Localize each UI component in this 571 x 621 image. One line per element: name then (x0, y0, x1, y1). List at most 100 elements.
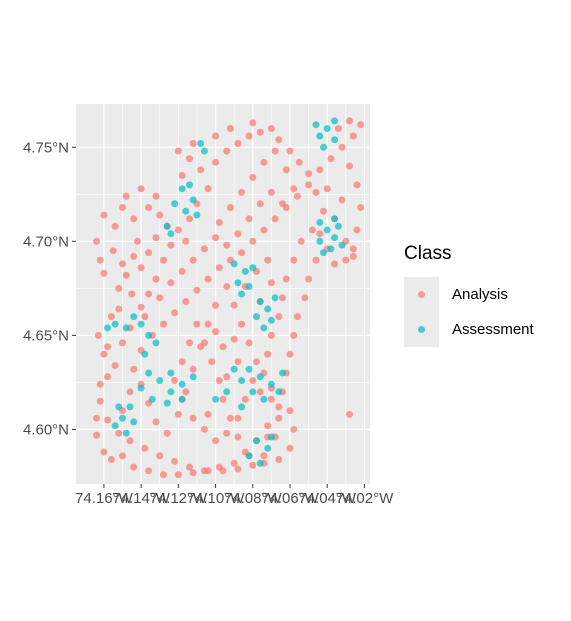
data-point-analysis (327, 155, 335, 163)
data-point-assessment (167, 388, 175, 396)
data-point-assessment (249, 388, 257, 396)
data-point-analysis (267, 279, 275, 287)
data-point-analysis (178, 172, 186, 179)
data-point-assessment (323, 125, 331, 132)
data-point-analysis (186, 155, 193, 163)
data-point-analysis (241, 395, 249, 403)
data-point-assessment (238, 377, 246, 384)
data-point-assessment (271, 294, 279, 302)
data-point-assessment (234, 279, 242, 287)
data-point-assessment (163, 399, 171, 407)
data-point-analysis (189, 414, 197, 422)
data-point-analysis (111, 222, 119, 230)
data-point-assessment (320, 249, 327, 257)
data-point-assessment (275, 388, 283, 396)
data-point-analysis (119, 339, 126, 347)
data-point-analysis (338, 196, 346, 204)
data-point-analysis (96, 380, 104, 388)
data-point-analysis (230, 335, 238, 343)
data-point-analysis (126, 388, 134, 396)
data-point-assessment (331, 136, 339, 144)
legend-dot-analysis (418, 291, 425, 298)
data-point-analysis (178, 358, 186, 366)
data-point-analysis (275, 456, 283, 463)
data-point-analysis (152, 234, 160, 242)
data-point-analysis (189, 256, 197, 264)
data-point-analysis (160, 320, 167, 328)
data-point-assessment (279, 369, 286, 377)
data-point-analysis (282, 275, 290, 283)
data-point-assessment (152, 339, 160, 347)
y-axis: 4.60°N 4.65°N 4.70°N 4.75°N (23, 139, 76, 438)
data-point-assessment (230, 260, 238, 268)
data-point-assessment (331, 117, 339, 125)
data-point-assessment (182, 207, 190, 215)
y-tick-label: 4.60°N (23, 421, 69, 438)
data-point-analysis (204, 410, 212, 418)
data-point-analysis (130, 463, 138, 471)
data-point-analysis (223, 147, 231, 155)
data-point-analysis (215, 377, 223, 384)
data-point-assessment (323, 226, 331, 234)
data-point-analysis (204, 275, 212, 283)
data-point-analysis (234, 465, 242, 473)
data-point-analysis (156, 211, 164, 219)
y-tick-label: 4.65°N (23, 327, 69, 344)
data-point-analysis (275, 313, 283, 321)
data-point-analysis (312, 256, 320, 264)
data-point-analysis (93, 237, 100, 245)
data-point-assessment (267, 316, 275, 324)
y-tick-label: 4.75°N (23, 139, 69, 156)
data-point-analysis (186, 339, 193, 347)
data-point-analysis (141, 444, 149, 452)
data-point-assessment (111, 422, 119, 430)
x-axis: 74.16°W74.14°W74.12°W74.10°W74.08°W74.06… (75, 484, 394, 507)
data-point-analysis (267, 188, 275, 196)
legend-item-analysis: Analysis (404, 277, 534, 312)
data-point-analysis (275, 136, 283, 144)
data-point-analysis (212, 132, 220, 140)
data-point-analysis (305, 170, 313, 178)
data-point-analysis (137, 185, 145, 193)
data-point-analysis (215, 264, 223, 272)
data-point-analysis (130, 215, 138, 223)
data-point-analysis (349, 132, 357, 140)
data-point-analysis (290, 256, 298, 264)
data-point-analysis (308, 226, 316, 234)
data-point-assessment (267, 433, 275, 441)
data-point-analysis (234, 140, 242, 147)
data-point-analysis (245, 215, 253, 223)
data-point-assessment (334, 222, 342, 230)
data-point-analysis (145, 290, 153, 298)
data-point-analysis (160, 471, 167, 479)
data-point-analysis (111, 362, 119, 369)
data-point-assessment (189, 196, 197, 204)
data-point-analysis (137, 264, 145, 272)
data-point-assessment (260, 324, 268, 332)
data-point-analysis (223, 429, 231, 437)
data-point-assessment (238, 403, 246, 411)
data-point-analysis (264, 256, 272, 264)
y-tick-label: 4.70°N (23, 233, 69, 250)
data-point-assessment (327, 245, 335, 253)
data-point-assessment (130, 418, 138, 426)
data-point-analysis (174, 410, 182, 418)
data-point-analysis (279, 200, 286, 208)
data-point-analysis (208, 358, 216, 366)
data-point-analysis (342, 256, 350, 264)
data-point-analysis (189, 140, 197, 147)
data-point-assessment (178, 185, 186, 193)
data-point-assessment (171, 200, 179, 208)
data-point-analysis (219, 343, 227, 351)
data-point-analysis (245, 339, 253, 347)
data-point-analysis (145, 249, 153, 257)
data-point-analysis (133, 237, 141, 245)
data-point-analysis (122, 271, 130, 279)
data-point-analysis (346, 117, 353, 125)
data-point-analysis (193, 286, 201, 294)
data-point-assessment (316, 237, 324, 245)
data-point-analysis (100, 269, 108, 277)
data-point-analysis (122, 192, 130, 200)
data-point-assessment (122, 429, 130, 437)
data-point-analysis (334, 125, 342, 132)
